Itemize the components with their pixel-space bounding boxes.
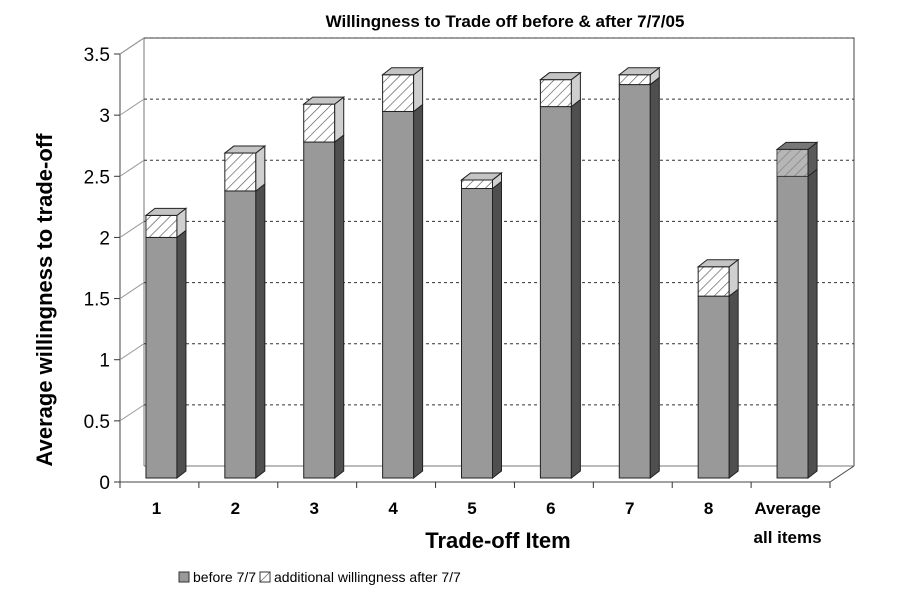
bar-before-side: [334, 134, 345, 480]
bar-additional: [382, 74, 415, 112]
bar-top: [538, 72, 582, 81]
bar-before-side: [413, 103, 424, 480]
legend-label-after: additional willingness after 7/7: [274, 569, 461, 585]
y-tick-label: 2: [99, 228, 110, 249]
bar-before: [382, 110, 415, 479]
bar-additional-side: [255, 145, 266, 192]
bar-group: [538, 71, 582, 480]
gridline-side: [119, 343, 145, 361]
gridline-side: [119, 282, 145, 299]
bar-group: [775, 141, 819, 480]
x-axis-label: Trade-off Item: [425, 528, 570, 553]
bar-additional: [618, 74, 651, 86]
bar-group: [617, 66, 661, 480]
bar-before: [618, 84, 651, 479]
bar-group: [381, 66, 425, 480]
bar-before: [776, 175, 809, 479]
y-tick-label: 2.5: [84, 167, 110, 188]
bar-additional-side: [334, 96, 345, 144]
bar-top: [144, 207, 188, 216]
x-tick-label: 5: [467, 499, 476, 518]
y-tick-label: 0: [99, 473, 110, 494]
chart-title: Willingness to Trade off before & after …: [326, 12, 685, 31]
bar-before: [539, 106, 572, 479]
gridline-side: [119, 404, 145, 422]
bar-before-side: [570, 98, 581, 480]
bar-before-side: [807, 168, 818, 480]
x-tick-label: 7: [625, 499, 634, 518]
bar-additional: [461, 179, 493, 190]
bar-top: [775, 141, 819, 150]
legend-swatch-before: [178, 571, 190, 583]
bar-before-side: [255, 182, 266, 480]
x-tick-label: 6: [546, 499, 555, 518]
y-tick-label: 0.5: [84, 412, 110, 433]
bar-top: [223, 145, 267, 154]
gridline-side: [119, 221, 145, 238]
x-tick-label-line2: all items: [754, 528, 822, 547]
y-axis-label: Average willingness to trade-off: [32, 133, 57, 467]
x-tick-label: Average: [754, 499, 820, 518]
bar-additional: [697, 266, 730, 297]
x-tick-label: 4: [388, 499, 398, 518]
bar-additional-hatch: [777, 149, 809, 177]
bar-group: [144, 207, 188, 480]
x-tick-label: 2: [231, 499, 240, 518]
x-tick-label: 3: [309, 499, 318, 518]
y-axis-ticks: 0 0.5 1 1.5 2 2.5 3 3.5: [84, 45, 120, 494]
bar-before: [145, 236, 178, 479]
bar-additional: [145, 214, 178, 238]
bar-top: [381, 67, 425, 76]
y-tick-label: 3.5: [84, 45, 110, 66]
x-tick-label: 1: [152, 499, 161, 518]
gridline-side: [119, 98, 145, 116]
bar-top: [696, 259, 740, 268]
bars: [144, 66, 819, 480]
bar-top: [460, 172, 503, 181]
gridline-side: [119, 37, 145, 55]
bar-additional: [224, 152, 257, 192]
bar-before: [461, 188, 493, 479]
bar-group: [696, 258, 740, 480]
bar-group: [302, 96, 346, 480]
bar-before-side: [728, 288, 739, 480]
bar-group: [223, 145, 267, 480]
y-tick-label: 1: [99, 351, 110, 372]
bar-before-side: [649, 76, 660, 480]
bar-group: [460, 171, 503, 480]
bar-top: [302, 96, 346, 105]
legend: before 7/7 additional willingness after …: [178, 569, 461, 585]
legend-swatch-after: [259, 571, 271, 583]
bar-before: [303, 141, 336, 479]
bar-top: [617, 67, 661, 76]
x-axis-categories: 1 2 3 4 5 6 7 8 Average all items: [119, 482, 831, 547]
y-tick-label: 3: [99, 106, 110, 127]
bar-before: [697, 295, 730, 479]
bar-before-side: [176, 229, 187, 480]
bar-before: [224, 190, 257, 479]
gridline-side: [119, 159, 145, 177]
x-tick-label: 8: [704, 499, 713, 518]
legend-label-before: before 7/7: [193, 569, 256, 585]
bar-additional: [539, 79, 572, 108]
bar-before-side: [492, 180, 502, 480]
y-tick-label: 1.5: [84, 290, 110, 311]
bar-additional: [303, 103, 336, 143]
